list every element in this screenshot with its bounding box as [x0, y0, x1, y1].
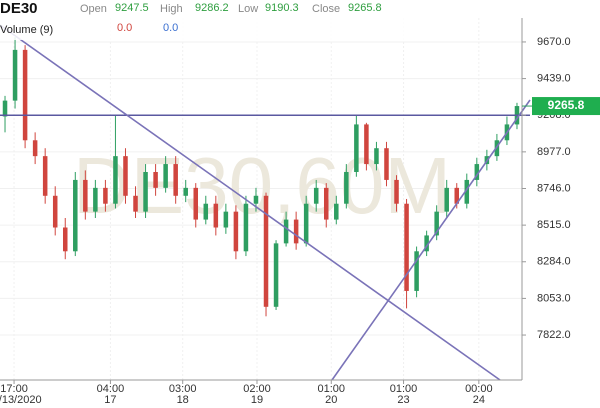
- trend-line: [331, 99, 531, 381]
- price-tag-box: [532, 97, 600, 116]
- candle-body: [93, 187, 98, 212]
- y-tick-label: 9670.0: [537, 36, 571, 48]
- candle-body: [394, 179, 399, 204]
- y-tick-label: 8977.0: [537, 146, 571, 158]
- candle-body: [243, 203, 249, 252]
- candle-body: [253, 195, 259, 204]
- axes: 9670.09439.09208.08977.08746.08515.08284…: [0, 36, 571, 406]
- candle-body: [354, 124, 359, 172]
- candle-body: [313, 187, 319, 204]
- field-value: 9190.3: [265, 2, 299, 14]
- x-tick-label: 01:00: [390, 383, 418, 395]
- candle-body: [32, 140, 38, 157]
- candle-body: [334, 203, 339, 220]
- x-tick-label: 01:00: [318, 383, 346, 395]
- candle-body: [42, 156, 48, 196]
- candle-body: [183, 187, 188, 196]
- y-tick-label: 8284.0: [537, 256, 571, 268]
- x-tick-label: 03:00: [169, 383, 197, 395]
- candle-body: [283, 219, 289, 244]
- field-label: High: [160, 3, 183, 15]
- candle-body: [404, 203, 409, 291]
- candle-body: [143, 171, 148, 212]
- x-tick-label: 04:00: [97, 383, 125, 395]
- header-bg: [0, 0, 440, 40]
- candle-body: [73, 179, 78, 252]
- candle-body: [364, 124, 369, 165]
- candle-body: [424, 235, 429, 252]
- x-tick-label: 00:00: [465, 383, 493, 395]
- candle-body: [454, 187, 460, 204]
- candle-body: [22, 49, 28, 141]
- candle-body: [444, 187, 449, 212]
- plot: [0, 37, 530, 317]
- candle-body: [303, 203, 309, 244]
- candle-body: [173, 164, 178, 196]
- candle-body: [474, 164, 480, 180]
- symbol: DE30: [0, 0, 38, 17]
- candle-body: [233, 211, 239, 252]
- y-tick-label: 9439.0: [537, 72, 571, 84]
- candle-body: [384, 148, 389, 180]
- y-tick-label: 8746.0: [537, 182, 571, 194]
- field-label: Close: [312, 3, 340, 15]
- price-tag-label: 9265.8: [548, 98, 585, 112]
- candle-body: [83, 179, 88, 212]
- field-label: Open: [80, 3, 107, 15]
- field-value: 9286.2: [195, 2, 229, 14]
- candle-body: [414, 251, 419, 291]
- x-tick-sublabel: 18: [177, 394, 189, 406]
- candle-body: [293, 219, 299, 244]
- volume-value: 0.0: [163, 22, 178, 34]
- candle-body: [223, 211, 229, 228]
- candle-body: [2, 100, 8, 117]
- candle-body: [263, 195, 269, 307]
- y-tick-label: 8515.0: [537, 219, 571, 231]
- volume-label: Volume (9): [0, 24, 53, 36]
- candle-body: [52, 195, 58, 228]
- candle-body: [203, 203, 209, 220]
- field-value: 9265.8: [348, 2, 382, 14]
- x-tick-sublabel: 23: [397, 394, 409, 406]
- candle-body: [153, 171, 158, 188]
- candle-body: [133, 195, 138, 212]
- price-tag: 9265.8: [522, 97, 600, 116]
- candle-body: [12, 49, 18, 101]
- field-value: 9247.5: [115, 2, 149, 14]
- candle-body: [113, 156, 118, 204]
- y-tick-label: 8053.0: [537, 292, 571, 304]
- candle-body: [273, 243, 279, 307]
- candle-body: [123, 156, 128, 196]
- candle-body: [494, 140, 500, 157]
- candle-body: [193, 187, 199, 220]
- candle-body: [213, 203, 219, 228]
- candle-body: [374, 148, 379, 165]
- field-label: Low: [238, 3, 258, 15]
- y-tick-label: 7822.0: [537, 329, 571, 341]
- x-tick-sublabel: 24: [473, 394, 485, 406]
- candle-body: [434, 211, 439, 236]
- candle-body: [344, 171, 349, 204]
- x-tick-label: 17:00: [0, 383, 28, 395]
- x-tick-sublabel: 03/13/2020: [0, 394, 42, 406]
- x-tick-sublabel: 17: [104, 394, 116, 406]
- trend-line: [0, 24, 501, 381]
- candle-body: [103, 187, 108, 204]
- x-tick-label: 02:00: [243, 383, 271, 395]
- candle-body: [62, 227, 68, 252]
- x-tick-sublabel: 20: [325, 394, 337, 406]
- candle-body: [323, 187, 329, 220]
- candle-body: [163, 164, 168, 188]
- candle-body: [464, 179, 470, 204]
- volume-value: 0.0: [117, 22, 132, 34]
- x-tick-sublabel: 19: [251, 394, 263, 406]
